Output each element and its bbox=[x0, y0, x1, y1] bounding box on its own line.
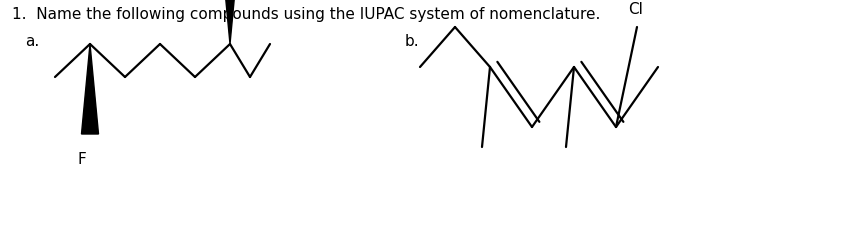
Text: a.: a. bbox=[25, 34, 39, 49]
Text: 1.  Name the following compounds using the IUPAC system of nomenclature.: 1. Name the following compounds using th… bbox=[12, 7, 600, 22]
Polygon shape bbox=[221, 0, 238, 44]
Text: b.: b. bbox=[405, 34, 420, 49]
Text: F: F bbox=[77, 152, 86, 167]
Polygon shape bbox=[82, 44, 99, 134]
Text: Cl: Cl bbox=[628, 2, 643, 17]
